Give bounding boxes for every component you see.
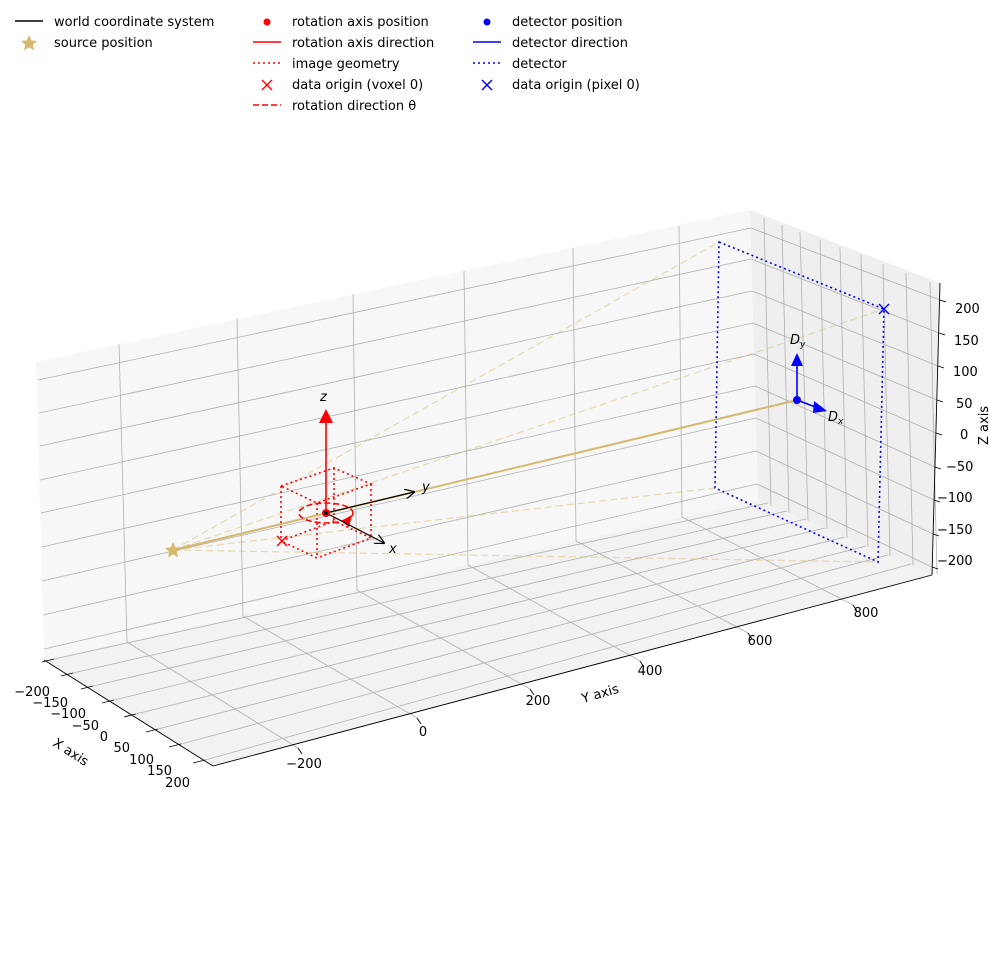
legend-item-detector: detector xyxy=(473,57,568,72)
legend-item-world-coordinate-system: world coordinate system xyxy=(15,15,214,30)
y-tick-label: 0 xyxy=(419,725,427,740)
image-geometry xyxy=(278,467,374,559)
y-tick-label: 400 xyxy=(638,664,663,679)
legend-item-image-geometry: image geometry xyxy=(253,57,400,72)
detector-dx-label: Dx xyxy=(828,410,844,427)
detector-outline xyxy=(714,240,885,564)
y-tick-label: −200 xyxy=(286,757,322,772)
detector-direction-x-arrowhead xyxy=(813,401,827,413)
legend-item-data-origin-voxel-0: data origin (voxel 0) xyxy=(261,78,423,93)
z-tick-label: 0 xyxy=(960,428,968,443)
z-tick-label: −150 xyxy=(937,523,973,538)
svg-text:image geometry: image geometry xyxy=(292,57,400,72)
svg-text:detector: detector xyxy=(512,57,568,72)
z-axis-label: Z axis xyxy=(977,406,990,445)
detector-position xyxy=(793,396,801,404)
legend: world coordinate system source position … xyxy=(15,15,640,114)
x-tick-label: 150 xyxy=(147,764,172,779)
legend-item-source-position: source position xyxy=(21,35,153,51)
x-tick-label: 50 xyxy=(113,741,130,756)
y-axis-ticks xyxy=(297,604,858,755)
x-tick-label: −100 xyxy=(50,707,86,722)
legend-item-rotation-axis-direction: rotation axis direction xyxy=(253,36,434,51)
back-pane xyxy=(36,210,758,660)
pane-edges xyxy=(43,282,941,767)
y-tick-label: 600 xyxy=(748,634,773,649)
source-rays xyxy=(172,241,885,563)
source-position xyxy=(165,542,181,558)
z-tick-labels: 200 150 100 50 0 −50 −100 −150 −200 xyxy=(937,302,980,569)
central-ray xyxy=(172,399,798,551)
z-tick-label: −50 xyxy=(946,460,973,475)
x-tick-label: 0 xyxy=(100,730,108,745)
x-tick-label: −200 xyxy=(14,685,50,700)
z-tick-label: 150 xyxy=(954,334,979,349)
y-axis-label: Y axis xyxy=(579,682,621,707)
world-y-arrow xyxy=(325,492,414,514)
z-axis-ticks xyxy=(931,299,947,570)
axes-panes xyxy=(36,210,940,766)
side-pane xyxy=(750,210,940,575)
svg-text:data origin (pixel 0): data origin (pixel 0) xyxy=(512,78,640,93)
x-axis-label: X axis xyxy=(50,736,91,770)
svg-text:world coordinate system: world coordinate system xyxy=(54,15,214,30)
detector-direction-y-arrowhead xyxy=(791,353,803,366)
legend-item-detector-position: detector position xyxy=(483,15,623,30)
z-tick-label: −200 xyxy=(937,554,973,569)
legend-item-rotation-axis-position: rotation axis position xyxy=(263,15,429,30)
y-tick-labels: −200 0 200 400 600 800 xyxy=(286,606,878,772)
world-x-arrow xyxy=(325,512,384,543)
svg-text:source position: source position xyxy=(54,36,153,51)
world-x-label: x xyxy=(388,542,397,557)
gridlines xyxy=(37,217,941,761)
x-tick-label: 200 xyxy=(165,776,190,791)
legend-item-data-origin-pixel-0: data origin (pixel 0) xyxy=(481,78,640,93)
z-tick-label: 50 xyxy=(956,397,973,412)
x-tick-labels: −200 −150 −100 −50 0 50 100 150 200 xyxy=(14,685,190,791)
rotation-axis-arrowhead xyxy=(319,409,333,423)
world-z-label: z xyxy=(319,390,328,405)
floor-pane xyxy=(44,500,932,766)
svg-text:detector position: detector position xyxy=(512,15,623,30)
svg-text:rotation direction θ: rotation direction θ xyxy=(292,99,416,114)
y-tick-label: 200 xyxy=(526,694,551,709)
world-y-label: y xyxy=(421,480,430,495)
x-tick-label: −150 xyxy=(32,696,68,711)
x-axis-ticks xyxy=(41,658,206,764)
x-tick-label: −50 xyxy=(72,719,99,734)
rotation-axis-position-center xyxy=(324,511,328,515)
legend-item-detector-direction: detector direction xyxy=(473,36,628,51)
z-tick-label: −100 xyxy=(937,491,973,506)
svg-text:detector direction: detector direction xyxy=(512,36,628,51)
legend-item-rotation-direction-theta: rotation direction θ xyxy=(253,99,416,114)
data-origin-pixel-0 xyxy=(878,303,890,315)
rotation-direction-arrowhead xyxy=(341,515,352,527)
data-origin-voxel-0 xyxy=(276,535,288,547)
svg-text:rotation axis position: rotation axis position xyxy=(292,15,429,30)
z-tick-label: 200 xyxy=(955,302,980,317)
x-tick-label: 100 xyxy=(129,753,154,768)
y-tick-label: 800 xyxy=(854,606,879,621)
detector-dy-label: Dy xyxy=(790,333,806,350)
svg-text:rotation axis direction: rotation axis direction xyxy=(292,36,434,51)
svg-text:data origin (voxel 0): data origin (voxel 0) xyxy=(292,78,423,93)
z-tick-label: 100 xyxy=(953,365,978,380)
